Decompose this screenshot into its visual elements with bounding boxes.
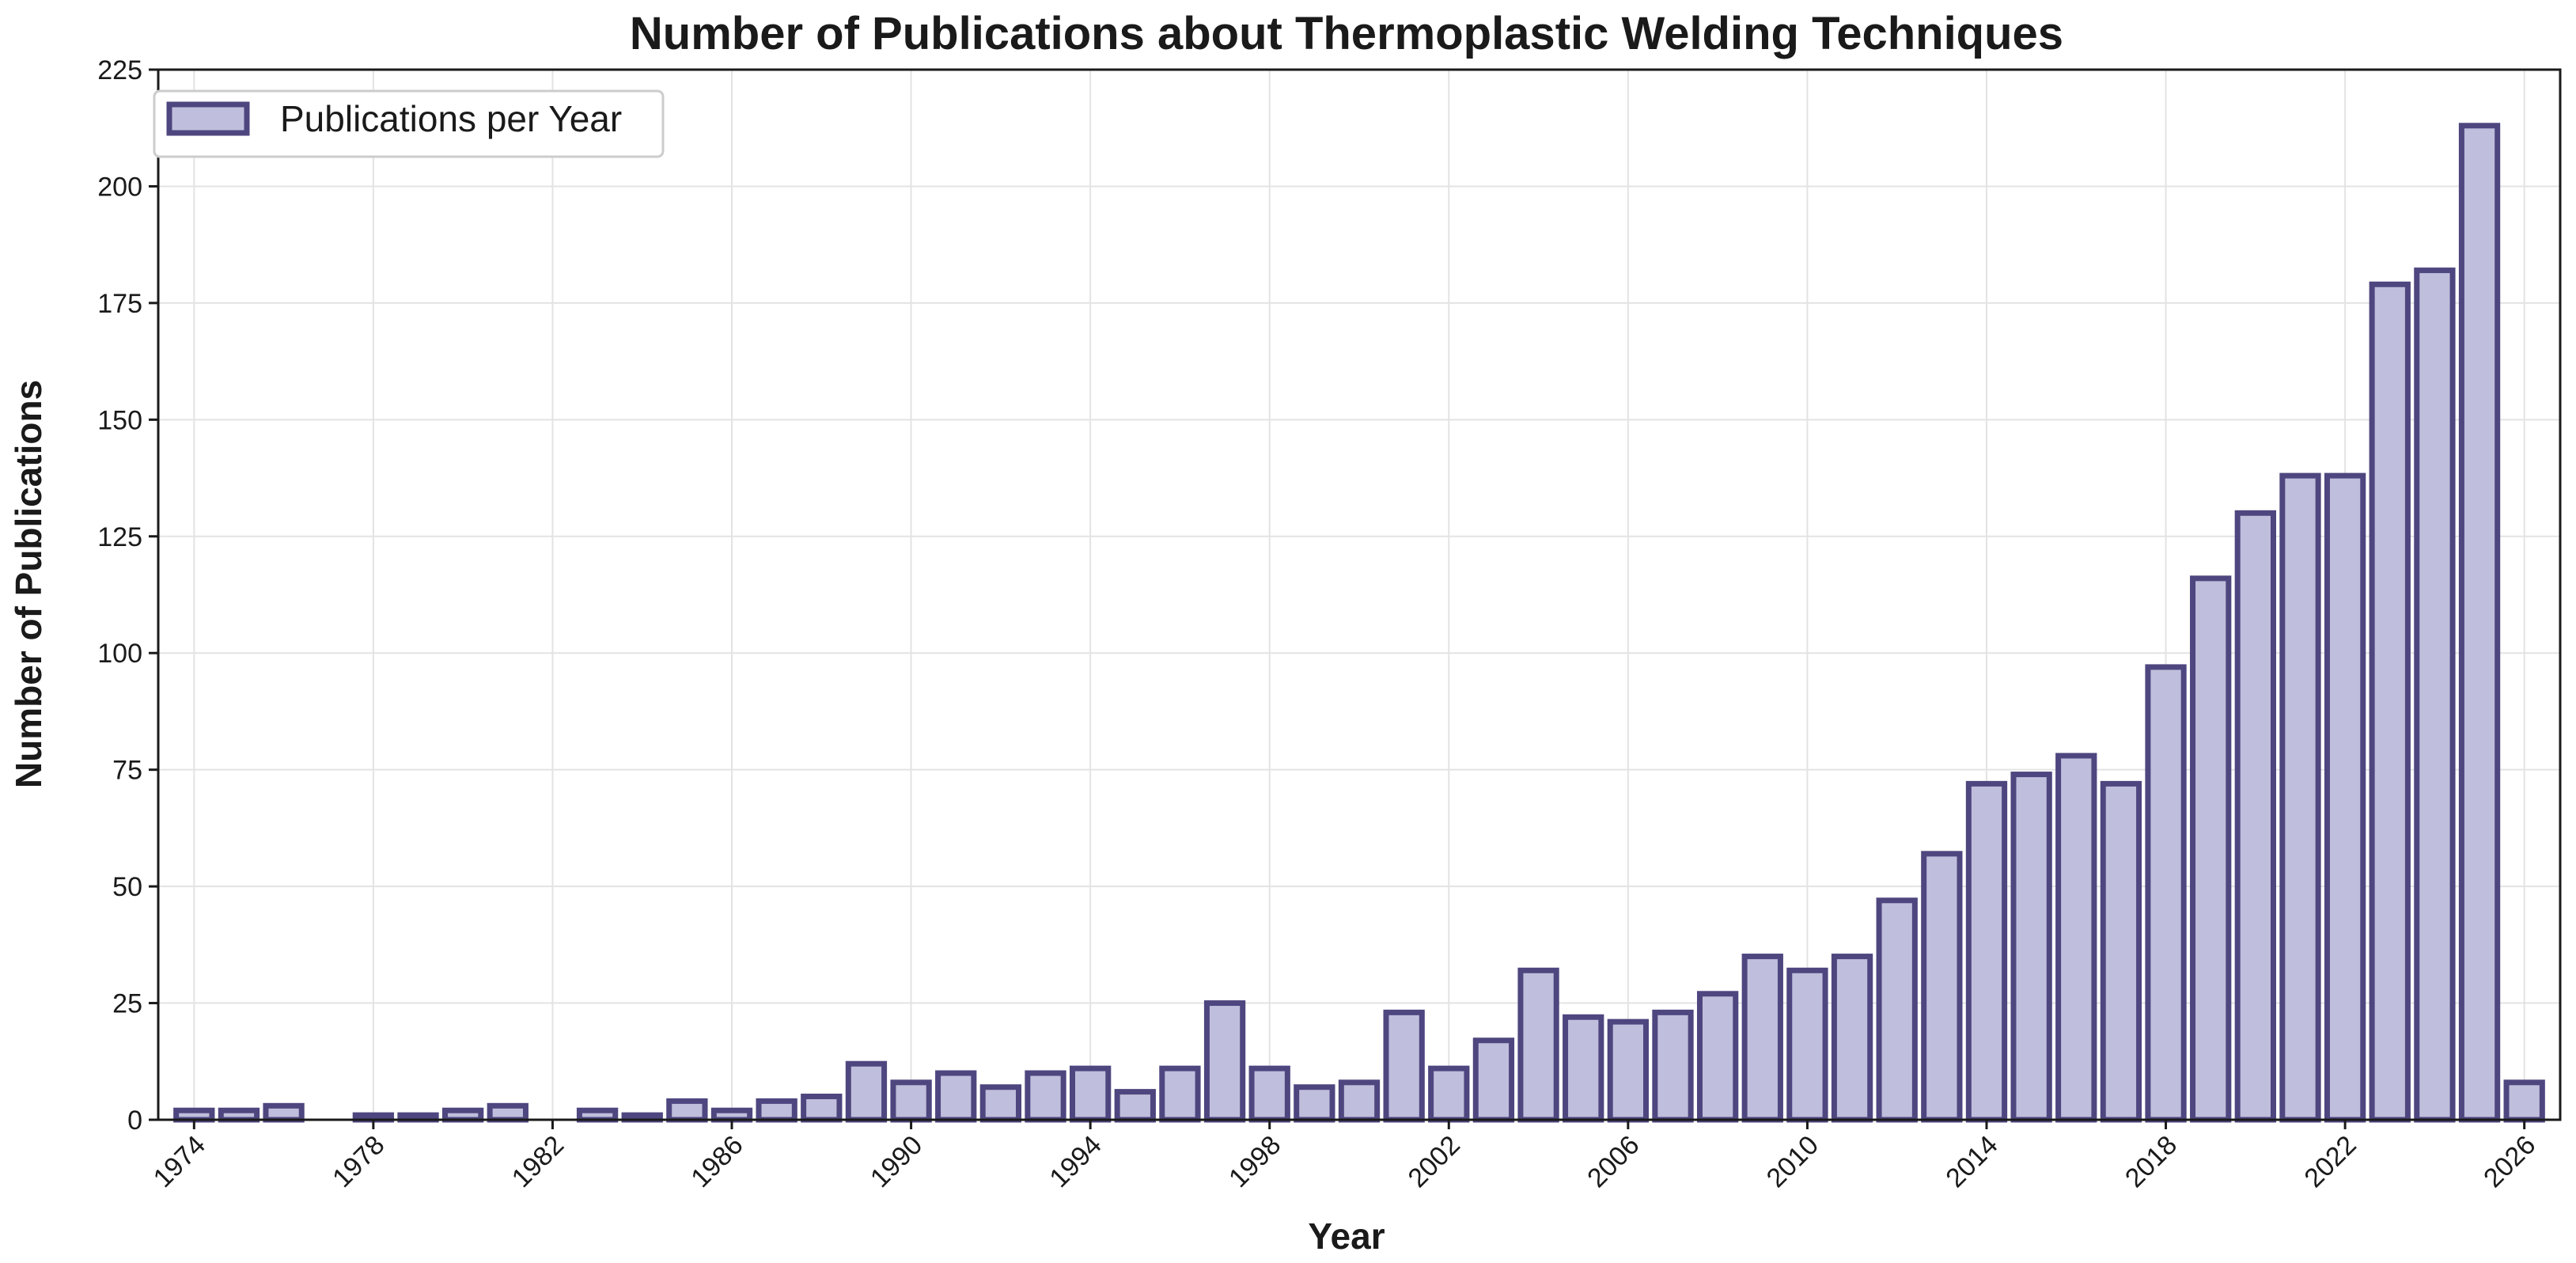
y-tick-label: 225 bbox=[97, 55, 142, 85]
bar-2006 bbox=[1607, 1018, 1650, 1123]
bar-2020 bbox=[2234, 510, 2276, 1123]
y-tick-label: 200 bbox=[97, 172, 142, 202]
bar-2000 bbox=[1338, 1079, 1381, 1123]
bar-2014 bbox=[1965, 780, 2008, 1123]
bar-2023 bbox=[2369, 281, 2411, 1123]
y-tick-label: 75 bbox=[112, 756, 142, 786]
bar-1987 bbox=[756, 1098, 797, 1123]
bar-1981 bbox=[487, 1102, 528, 1123]
y-tick-label: 150 bbox=[97, 405, 142, 435]
bar-2002 bbox=[1428, 1065, 1470, 1123]
bar-2015 bbox=[2010, 772, 2052, 1123]
x-axis-label: Year bbox=[1308, 1216, 1385, 1257]
bar-1992 bbox=[979, 1084, 1022, 1123]
bar-2019 bbox=[2190, 575, 2232, 1123]
bar-1997 bbox=[1203, 1000, 1246, 1123]
y-axis-label: Number of Publications bbox=[8, 380, 49, 788]
bar-1994 bbox=[1069, 1065, 1112, 1123]
bar-1999 bbox=[1294, 1084, 1335, 1123]
bar-2011 bbox=[1831, 954, 1873, 1123]
bar-2009 bbox=[1741, 954, 1783, 1123]
bar-2016 bbox=[2055, 753, 2097, 1123]
bar-1991 bbox=[935, 1070, 977, 1123]
legend: Publications per Year bbox=[153, 89, 665, 158]
bar-1989 bbox=[845, 1060, 888, 1123]
bar-2012 bbox=[1876, 897, 1918, 1123]
bar-2018 bbox=[2145, 664, 2187, 1123]
bar-2025 bbox=[2458, 123, 2501, 1123]
bar-2024 bbox=[2414, 267, 2456, 1123]
bar-2008 bbox=[1696, 991, 1739, 1123]
bar-1998 bbox=[1248, 1065, 1290, 1123]
bar-2013 bbox=[1921, 851, 1963, 1123]
bar-1988 bbox=[801, 1094, 843, 1123]
legend-box bbox=[153, 89, 665, 158]
y-tick-label: 100 bbox=[97, 639, 142, 669]
legend-swatch bbox=[166, 101, 250, 136]
bar-2005 bbox=[1563, 1014, 1604, 1123]
bar-1985 bbox=[666, 1098, 708, 1123]
bar-1995 bbox=[1114, 1089, 1156, 1123]
bar-1975 bbox=[218, 1107, 260, 1123]
bar-1974 bbox=[173, 1107, 215, 1123]
bar-1993 bbox=[1025, 1070, 1066, 1123]
bar-1980 bbox=[442, 1107, 484, 1123]
bar-2007 bbox=[1652, 1009, 1694, 1123]
y-tick-label: 0 bbox=[127, 1106, 142, 1136]
bar-1996 bbox=[1159, 1065, 1201, 1123]
chart-title: Number of Publications about Thermoplast… bbox=[630, 8, 2063, 59]
y-tick-label: 175 bbox=[97, 289, 142, 319]
bar-2026 bbox=[2503, 1079, 2545, 1123]
bar-2010 bbox=[1786, 967, 1828, 1123]
y-tick-label: 25 bbox=[112, 989, 142, 1019]
y-tick-label: 50 bbox=[112, 872, 142, 902]
bar-2017 bbox=[2100, 780, 2142, 1123]
bar-2022 bbox=[2324, 472, 2366, 1123]
plot-frame bbox=[157, 68, 2562, 1121]
bar-1990 bbox=[890, 1079, 932, 1123]
bar-1986 bbox=[710, 1107, 753, 1123]
bar-2021 bbox=[2279, 472, 2321, 1123]
bar-2004 bbox=[1517, 967, 1559, 1123]
legend-label: Publications per Year bbox=[280, 98, 622, 139]
bar-1983 bbox=[576, 1107, 619, 1123]
bar-2001 bbox=[1383, 1009, 1425, 1123]
y-tick-label: 125 bbox=[97, 522, 142, 552]
bar-1976 bbox=[263, 1102, 305, 1123]
bar-2003 bbox=[1472, 1037, 1515, 1123]
